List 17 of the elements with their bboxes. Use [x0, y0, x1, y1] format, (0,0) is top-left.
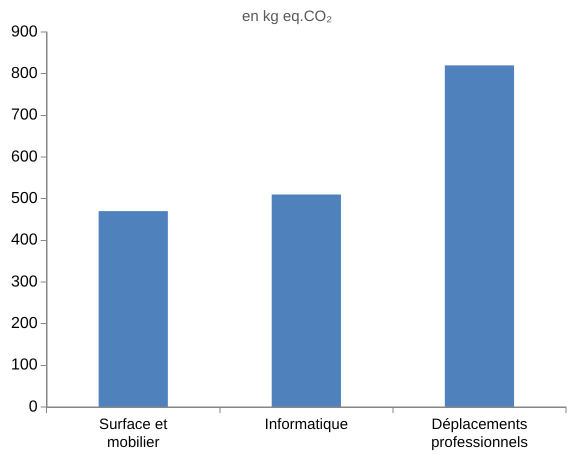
y-tick-label: 900: [10, 23, 38, 40]
y-tick-label: 400: [10, 232, 38, 249]
y-tick-label: 0: [28, 398, 38, 416]
y-tick-label: 100: [10, 356, 38, 374]
bar: [444, 65, 514, 406]
x-tick-label: Informatique: [264, 416, 348, 434]
y-tick-label: 300: [10, 273, 38, 290]
bar: [98, 211, 168, 406]
y-tick-label: 600: [10, 148, 38, 166]
y-tick-label: 500: [10, 190, 38, 208]
bar: [272, 194, 341, 406]
y-tick-label: 200: [10, 315, 38, 332]
x-tick-label: Surface et mobilier: [99, 416, 168, 452]
x-tick-label: Déplacements professionnels: [431, 416, 528, 452]
y-tick-label: 700: [10, 106, 38, 124]
y-tick-label: 800: [10, 65, 38, 82]
chart-title: en kg eq.CO₂: [242, 8, 332, 26]
